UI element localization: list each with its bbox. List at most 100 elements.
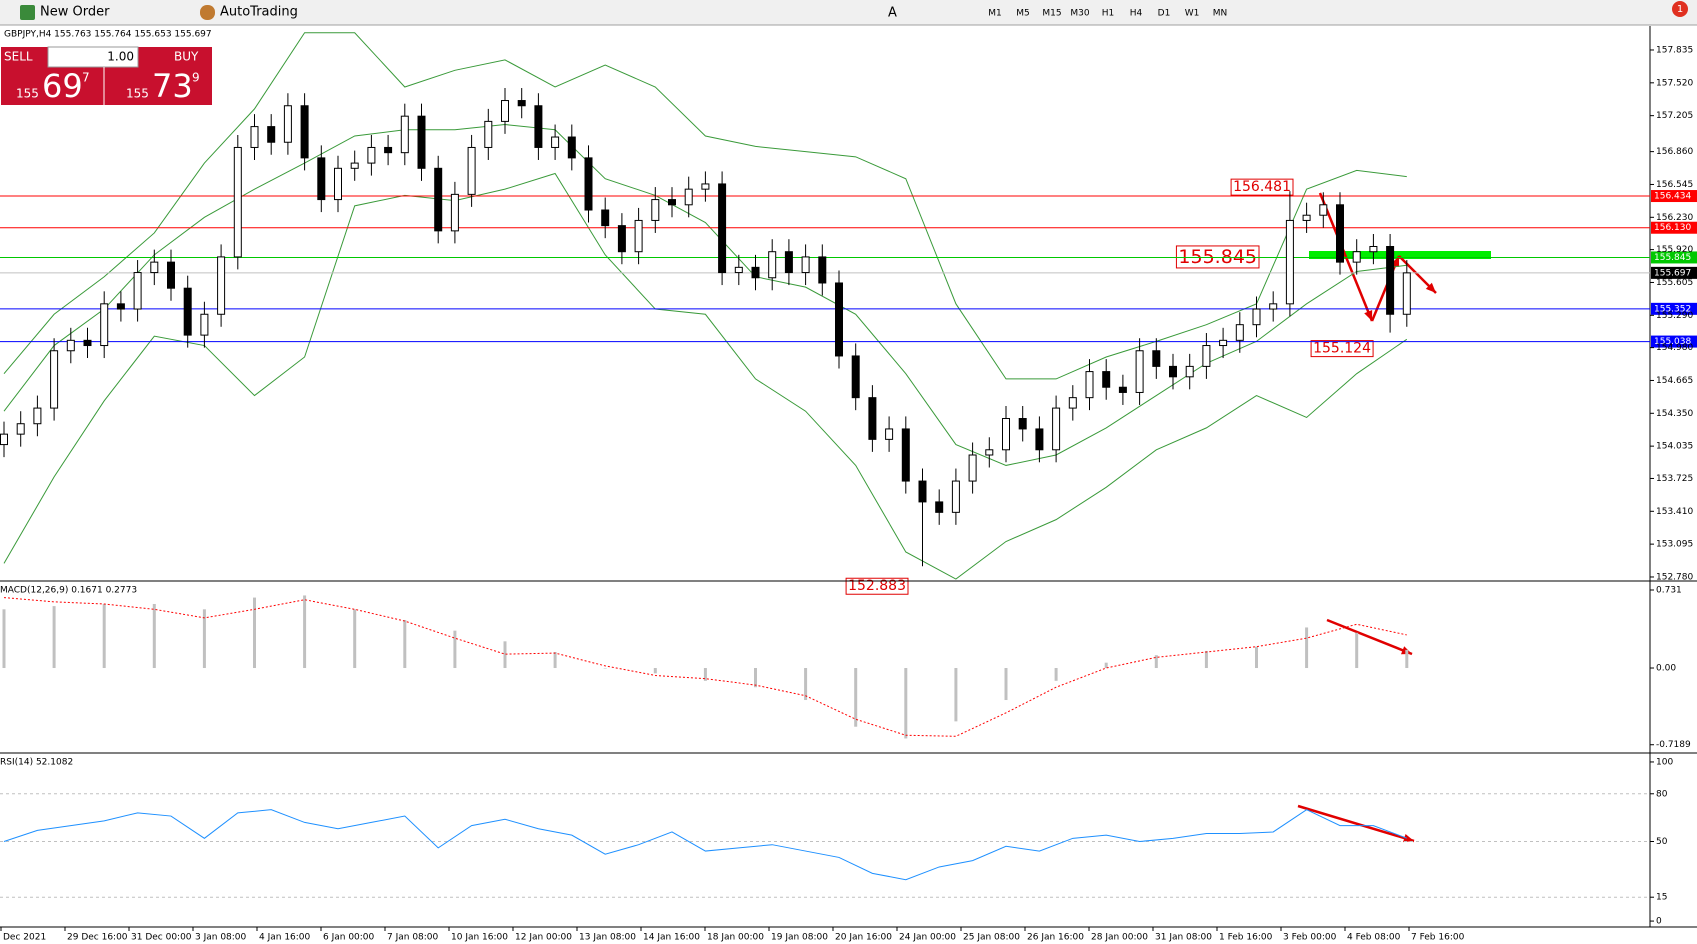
candle-body	[1018, 418, 1027, 430]
y-tick-label: 155.605	[1656, 278, 1693, 288]
candle-body	[668, 199, 676, 206]
y-tick-label: 152.780	[1656, 572, 1693, 582]
candle-body	[918, 480, 927, 503]
timeframe-button[interactable]: M15	[1042, 9, 1061, 19]
candle-body	[150, 261, 159, 274]
autotrading-button[interactable]: AutoTrading	[220, 5, 298, 20]
time-label: 20 Jan 16:00	[835, 933, 892, 943]
autotrading-icon[interactable]	[200, 5, 215, 20]
price-annotation: 155.124	[1313, 341, 1371, 357]
macd-bar	[854, 668, 858, 727]
candle-body	[868, 397, 877, 440]
candle-body	[484, 120, 493, 148]
candle-body	[1285, 219, 1294, 305]
candle-body	[200, 313, 209, 336]
candle-body	[617, 225, 626, 253]
timeframe-button[interactable]: W1	[1185, 9, 1200, 19]
candle-body	[734, 266, 743, 274]
lots-value[interactable]: 1.00	[107, 50, 134, 64]
candle-body	[183, 287, 192, 336]
lots-input[interactable]	[47, 46, 139, 68]
candle-body	[951, 480, 960, 513]
level-label-bg	[1651, 190, 1697, 203]
timeframe-button[interactable]: M1	[988, 9, 1002, 19]
time-label: 19 Jan 08:00	[771, 933, 828, 943]
macd-bar	[303, 595, 307, 669]
candle-body	[1252, 308, 1261, 326]
macd-bar	[754, 668, 757, 688]
candle-body	[267, 126, 276, 143]
candle-body	[935, 501, 944, 513]
candle-body	[1202, 345, 1211, 367]
sell-button[interactable]: SELL	[4, 50, 33, 64]
buy-price-big[interactable]: 155	[126, 87, 149, 101]
timeframe-button[interactable]: H1	[1102, 9, 1115, 19]
y-tick-label: 15	[1656, 893, 1667, 903]
y-tick-label: 154.035	[1656, 442, 1693, 452]
macd-bar	[553, 652, 557, 669]
level-label: 156.434	[1654, 192, 1691, 202]
candle-body	[100, 303, 109, 347]
y-tick-label: 154.665	[1656, 376, 1693, 386]
y-tick-label: 156.230	[1656, 213, 1693, 223]
candle-body	[1102, 371, 1111, 388]
time-label: 31 Dec 00:00	[131, 933, 192, 943]
timeframe-button[interactable]: H4	[1130, 9, 1143, 19]
macd-signal	[3, 597, 1407, 737]
candle-body	[1302, 214, 1311, 221]
candle-body	[501, 100, 509, 122]
candle-body	[50, 350, 59, 409]
candle-body	[1135, 350, 1144, 393]
new-order-icon[interactable]	[20, 5, 35, 20]
candle-body	[467, 146, 476, 195]
candle-body	[1035, 428, 1044, 451]
candle-body	[83, 339, 92, 347]
alerts-badge[interactable]	[1672, 1, 1688, 17]
buy-button[interactable]: BUY	[174, 50, 199, 64]
candle-body	[217, 256, 226, 315]
buy-price-fraction[interactable]: 9	[192, 71, 200, 85]
time-label: 29 Dec 16:00	[67, 933, 128, 943]
macd-bar	[1405, 649, 1409, 669]
alerts-count[interactable]: 1	[1677, 4, 1683, 15]
candle-body	[768, 251, 777, 279]
candle-body	[985, 449, 994, 456]
y-tick-label: 157.835	[1656, 45, 1693, 55]
candle-body	[634, 219, 643, 253]
buy-price-pips[interactable]: 73	[152, 67, 193, 105]
candle-body	[334, 167, 342, 201]
rsi-divergence-arrow-head	[1403, 833, 1414, 843]
candle-body	[584, 157, 593, 211]
level-label-bg	[1651, 335, 1697, 348]
new-order-button[interactable]: New Order	[40, 5, 110, 20]
level-label: 155.697	[1654, 268, 1691, 278]
timeframe-button[interactable]: M30	[1070, 9, 1089, 19]
level-label: 155.038	[1654, 337, 1691, 347]
macd-bar	[603, 668, 607, 669]
candle-body	[1269, 303, 1278, 310]
sell-price-fraction[interactable]: 7	[82, 71, 90, 85]
candle-body	[534, 105, 543, 148]
sell-price-pips[interactable]: 69	[42, 67, 83, 105]
timeframe-button[interactable]: M5	[1016, 9, 1030, 19]
candle-body	[283, 105, 292, 143]
candle-body	[801, 256, 810, 274]
text-tool[interactable]: A	[888, 6, 897, 21]
y-tick-label: 155.290	[1656, 311, 1693, 321]
chart-title: GBPJPY,H4 155.763 155.764 155.653 155.69…	[4, 30, 212, 40]
macd-bar	[503, 641, 507, 669]
candle-body	[133, 272, 142, 310]
sell-price-big[interactable]: 155	[16, 87, 39, 101]
bollinger-lower	[3, 172, 1408, 580]
macd-bar	[253, 597, 256, 669]
candle-body	[66, 339, 75, 352]
indicator-title: RSI(14) 52.1082	[0, 758, 73, 768]
price-annotation: 156.481	[1233, 179, 1291, 195]
level-label-bg	[1651, 266, 1697, 279]
trade-panel: SELL BUY 1.00 155 69 7 155 73 9	[1, 46, 212, 105]
time-label: 3 Feb 00:00	[1283, 933, 1337, 943]
y-tick-label: 153.095	[1656, 540, 1693, 550]
timeframe-button[interactable]: D1	[1158, 9, 1171, 19]
timeframe-button[interactable]: MN	[1213, 9, 1228, 19]
y-tick-label: 154.350	[1656, 409, 1693, 419]
